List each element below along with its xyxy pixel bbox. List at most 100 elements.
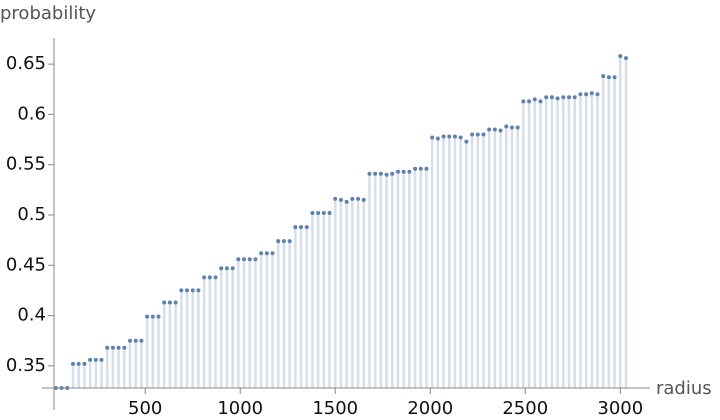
point	[76, 361, 81, 366]
point	[521, 99, 526, 104]
point	[401, 169, 406, 174]
point	[390, 171, 395, 176]
point	[601, 74, 606, 79]
point	[156, 314, 161, 319]
point	[287, 239, 292, 244]
point	[276, 239, 281, 244]
y-tick-label: 0.6	[17, 103, 46, 124]
point	[378, 171, 383, 176]
point	[578, 92, 583, 97]
point	[549, 95, 554, 100]
point	[150, 314, 155, 319]
x-tick-label: 1000	[217, 398, 263, 419]
point	[504, 124, 509, 129]
point	[475, 132, 480, 137]
point	[145, 314, 150, 319]
point	[270, 251, 275, 256]
point	[88, 357, 93, 362]
y-tick-label: 0.65	[6, 53, 46, 74]
point	[430, 135, 435, 140]
point	[93, 357, 98, 362]
x-tick-label: 2000	[407, 398, 453, 419]
point	[487, 127, 492, 132]
point	[162, 300, 167, 305]
point	[584, 92, 589, 97]
point	[316, 210, 321, 215]
point	[623, 56, 628, 61]
point	[407, 169, 412, 174]
x-tick-label: 1500	[312, 398, 358, 419]
x-tick-label: 3000	[597, 398, 643, 419]
point	[367, 171, 372, 176]
point	[230, 266, 235, 271]
point	[71, 361, 76, 366]
point	[327, 210, 332, 215]
point	[618, 54, 623, 59]
point	[196, 288, 201, 293]
point	[253, 257, 258, 262]
point	[424, 166, 429, 171]
point	[447, 134, 452, 139]
point	[110, 345, 115, 350]
point	[133, 338, 138, 343]
point	[190, 288, 195, 293]
point	[435, 136, 440, 141]
point	[572, 95, 577, 100]
point	[219, 266, 224, 271]
y-tick-label: 0.35	[6, 355, 46, 376]
y-tick-label: 0.45	[6, 254, 46, 275]
point	[281, 239, 286, 244]
point	[373, 171, 378, 176]
point	[167, 300, 172, 305]
point	[139, 338, 144, 343]
point	[458, 135, 463, 140]
point	[515, 125, 520, 130]
point	[555, 96, 560, 101]
y-tick-label: 0.55	[6, 154, 46, 175]
point	[509, 125, 514, 130]
y-tick-label: 0.5	[17, 204, 46, 225]
point	[418, 166, 423, 171]
point	[122, 345, 127, 350]
point	[247, 257, 252, 262]
y-tick-label: 0.4	[17, 305, 46, 326]
point	[384, 172, 389, 177]
x-axis-label: radius	[656, 378, 712, 399]
point	[441, 134, 446, 139]
point	[264, 251, 269, 256]
point	[561, 95, 566, 100]
point	[207, 275, 212, 280]
point	[116, 345, 121, 350]
point	[344, 199, 349, 204]
point	[612, 75, 617, 80]
point	[361, 197, 366, 202]
point	[99, 357, 104, 362]
point	[538, 99, 543, 104]
point	[310, 210, 315, 215]
point	[293, 225, 298, 230]
point	[413, 166, 418, 171]
point	[566, 95, 571, 100]
point	[395, 169, 400, 174]
point	[242, 257, 247, 262]
point	[259, 251, 264, 256]
point	[544, 95, 549, 100]
point	[321, 210, 326, 215]
point	[304, 225, 309, 230]
point	[179, 288, 184, 293]
point	[464, 139, 469, 144]
point	[105, 345, 110, 350]
point	[595, 92, 600, 97]
point	[128, 338, 133, 343]
point	[350, 196, 355, 201]
point	[299, 225, 304, 230]
point	[333, 196, 338, 201]
point	[213, 275, 218, 280]
point	[82, 361, 87, 366]
point	[492, 127, 497, 132]
point	[481, 132, 486, 137]
point	[236, 257, 241, 262]
x-tick-label: 2500	[502, 398, 548, 419]
point	[202, 275, 207, 280]
point	[185, 288, 190, 293]
